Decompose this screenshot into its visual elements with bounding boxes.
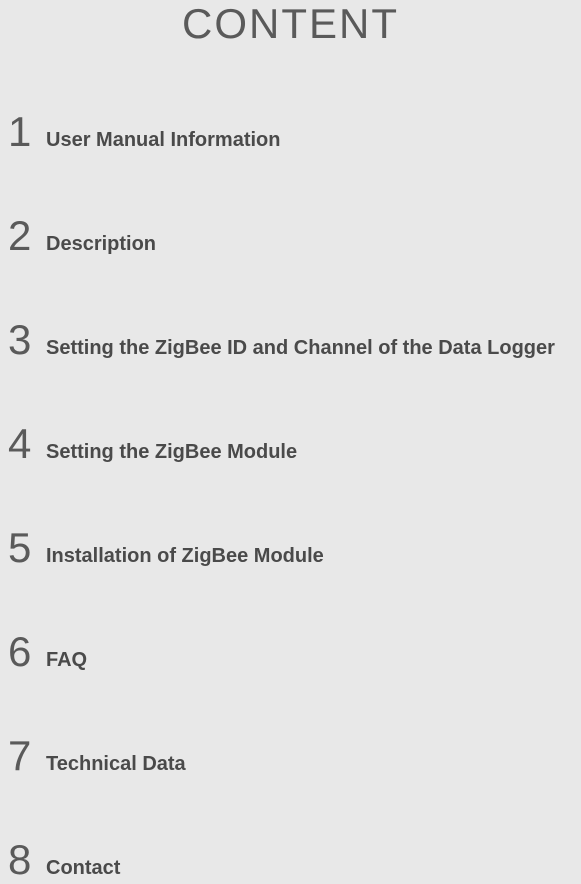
toc-label: Setting the ZigBee Module <box>46 441 297 464</box>
toc-number: 2 <box>8 212 40 260</box>
toc-number: 5 <box>8 524 40 572</box>
toc-item: 4 Setting the ZigBee Module <box>8 420 581 468</box>
toc-label: Installation of ZigBee Module <box>46 545 324 568</box>
toc-number: 4 <box>8 420 40 468</box>
toc-item: 8 Contact <box>8 836 581 884</box>
toc-item: 6 FAQ <box>8 628 581 676</box>
toc-item: 2 Description <box>8 212 581 260</box>
page-title: CONTENT <box>0 0 581 48</box>
toc-number: 6 <box>8 628 40 676</box>
toc-item: 1 User Manual Information <box>8 108 581 156</box>
toc-item: 3 Setting the ZigBee ID and Channel of t… <box>8 316 581 364</box>
toc-label: Technical Data <box>46 753 186 776</box>
toc-number: 8 <box>8 836 40 884</box>
toc-label: FAQ <box>46 649 87 672</box>
toc-number: 7 <box>8 732 40 780</box>
toc-number: 1 <box>8 108 40 156</box>
toc-item: 5 Installation of ZigBee Module <box>8 524 581 572</box>
toc-number: 3 <box>8 316 40 364</box>
toc-label: Contact <box>46 857 120 880</box>
toc-label: Setting the ZigBee ID and Channel of the… <box>46 337 555 360</box>
toc-list: 1 User Manual Information 2 Description … <box>0 108 581 884</box>
toc-label: User Manual Information <box>46 129 280 152</box>
toc-item: 7 Technical Data <box>8 732 581 780</box>
toc-label: Description <box>46 233 156 256</box>
